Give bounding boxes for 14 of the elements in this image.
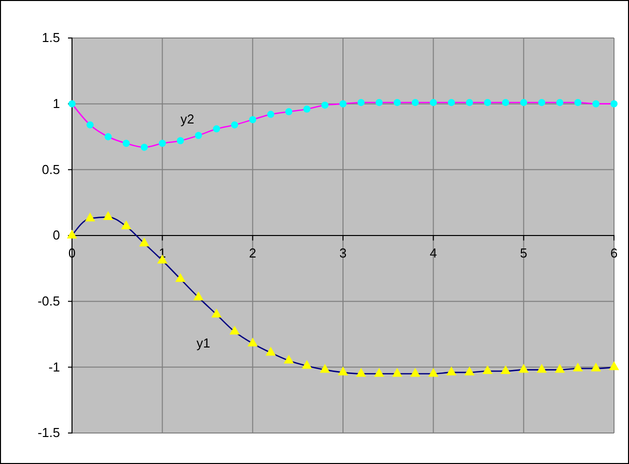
y-tick-label: 0 — [52, 228, 60, 243]
y-tick-label: 1.5 — [42, 30, 60, 46]
x-tick-label: 5 — [520, 246, 528, 261]
y-tick-label: 0.5 — [42, 162, 60, 177]
y-tick-label: -0.5 — [38, 293, 60, 308]
series-label: y2 — [180, 111, 194, 126]
x-tick-label: 6 — [610, 246, 618, 261]
x-tick-label: 4 — [430, 246, 437, 261]
x-tick-label: 3 — [339, 246, 347, 261]
y-tick-label: 1 — [52, 96, 60, 111]
series-label: y1 — [196, 335, 210, 350]
x-tick-label: 2 — [249, 246, 256, 261]
y-tick-label: -1.5 — [38, 425, 60, 440]
y-tick-label: -1 — [48, 359, 60, 374]
